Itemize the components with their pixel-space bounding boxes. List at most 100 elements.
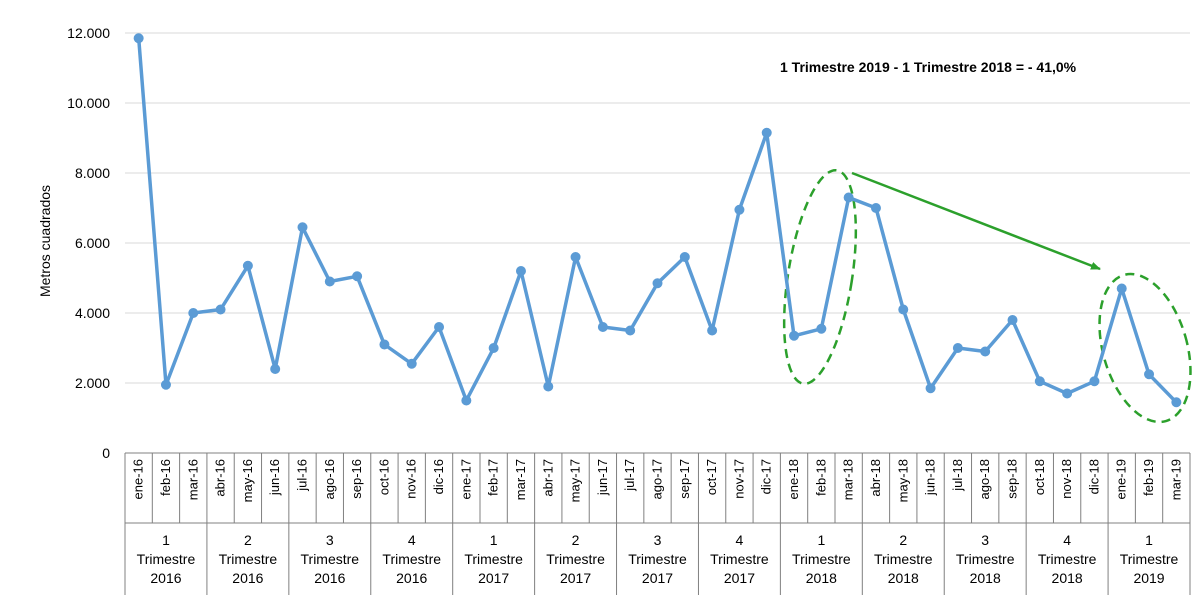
x-tick-label: ago-18 <box>977 459 992 499</box>
x-tick-label: oct-17 <box>704 459 719 495</box>
x-tick-label: feb-18 <box>813 459 828 496</box>
data-point <box>652 278 663 289</box>
x-tick-label: sep-17 <box>677 459 692 499</box>
data-point <box>215 304 226 315</box>
x-tick-label: oct-18 <box>1032 459 1047 495</box>
x-tick-label: ene-16 <box>131 459 146 499</box>
y-tick-label: 8.000 <box>75 165 110 181</box>
data-point <box>297 222 308 233</box>
x-tick-label: nov-18 <box>1059 459 1074 499</box>
quarter-label: 2019 <box>1133 570 1164 586</box>
quarter-label: 3 <box>654 532 662 548</box>
data-point <box>1062 388 1073 399</box>
data-point <box>188 308 199 318</box>
series-line-path <box>136 38 1178 404</box>
quarter-label: 4 <box>736 532 744 548</box>
x-tick-label: mar-19 <box>1168 459 1183 500</box>
data-point <box>406 358 417 369</box>
x-tick-label: jul-17 <box>622 459 637 492</box>
quarter-label: 2 <box>899 532 907 548</box>
y-tick-label: 2.000 <box>75 375 110 391</box>
data-point <box>789 330 800 341</box>
annotation-text: 1 Trimestre 2019 - 1 Trimestre 2018 = - … <box>780 59 1077 75</box>
x-tick-label: sep-16 <box>349 459 364 499</box>
quarter-label: Trimestre <box>628 551 687 567</box>
x-tick-label: ago-16 <box>322 459 337 499</box>
x-tick-label: may-17 <box>568 459 583 502</box>
quarter-label: 3 <box>981 532 989 548</box>
x-tick-label: ago-17 <box>650 459 665 499</box>
data-point <box>324 276 335 287</box>
x-tick-label: dic-18 <box>1086 459 1101 494</box>
highlight-ellipse-q1-2018 <box>782 168 858 386</box>
quarter-label: Trimestre <box>546 551 605 567</box>
x-tick-label: jun-16 <box>267 459 282 496</box>
x-tick-label: feb-17 <box>486 459 501 496</box>
quarter-label: Trimestre <box>382 551 441 567</box>
quarter-label: 2018 <box>888 570 919 586</box>
data-point <box>488 343 499 353</box>
x-tick-label: may-18 <box>895 459 910 502</box>
quarter-label: Trimestre <box>1120 551 1179 567</box>
x-tick-label: mar-18 <box>841 459 856 500</box>
quarter-label: 2017 <box>560 570 591 586</box>
data-point <box>1144 369 1155 380</box>
data-point <box>1089 376 1100 387</box>
quarter-label: 1 <box>162 532 170 548</box>
y-axis-label: Metros cuadrados <box>37 185 53 297</box>
quarter-label: 3 <box>326 532 334 548</box>
quarter-label: Trimestre <box>464 551 523 567</box>
x-tick-label: feb-16 <box>158 459 173 496</box>
data-point <box>980 346 991 357</box>
quarter-label: 2 <box>244 532 252 548</box>
y-tick-label: 12.000 <box>67 25 110 41</box>
data-point <box>707 325 718 336</box>
x-tick-label: feb-19 <box>1141 459 1156 496</box>
x-tick-label: oct-16 <box>376 459 391 495</box>
data-point <box>898 304 909 315</box>
x-tick-label: jul-18 <box>950 459 965 492</box>
data-point <box>925 383 936 394</box>
data-point <box>1116 283 1127 294</box>
y-tick-label: 4.000 <box>75 305 110 321</box>
quarter-label: 4 <box>1063 532 1071 548</box>
quarter-label: 2 <box>572 532 580 548</box>
x-tick-label: nov-16 <box>404 459 419 499</box>
quarter-label: 2018 <box>806 570 837 586</box>
data-point <box>625 325 636 336</box>
data-point <box>515 266 526 276</box>
series-line <box>133 33 1182 408</box>
data-point <box>270 364 281 374</box>
quarter-label: 2017 <box>642 570 673 586</box>
highlight-ellipse-q1-2019 <box>1098 272 1192 424</box>
data-point <box>543 381 554 392</box>
quarter-label: Trimestre <box>956 551 1015 567</box>
x-tick-label: dic-17 <box>759 459 774 494</box>
data-point <box>379 339 390 350</box>
y-tick-label: 10.000 <box>67 95 110 111</box>
quarter-label: 2017 <box>478 570 509 586</box>
quarter-label: 1 <box>490 532 498 548</box>
data-point <box>734 204 745 215</box>
x-tick-label: jun-17 <box>595 459 610 496</box>
x-tick-label: ene-18 <box>786 459 801 499</box>
x-axis: ene-16 feb-16 mar-16 abr-16 may-16 jun-16 jul-… <box>124 452 1191 595</box>
x-tick-label: ene-17 <box>458 459 473 499</box>
data-point <box>1171 397 1182 408</box>
data-point <box>570 252 581 262</box>
x-tick-label: nov-17 <box>731 459 746 499</box>
x-tick-label: mar-17 <box>513 459 528 500</box>
x-tick-label: abr-16 <box>213 459 228 497</box>
data-point <box>952 343 963 353</box>
quarter-label: 1 <box>817 532 825 548</box>
data-point <box>461 395 472 406</box>
quarter-label: 2018 <box>1052 570 1083 586</box>
quarter-label: 2016 <box>232 570 263 586</box>
data-point <box>870 203 881 213</box>
y-tick-label: 6.000 <box>75 235 110 251</box>
data-point <box>1007 315 1018 325</box>
x-tick-label: mar-16 <box>185 459 200 500</box>
data-point <box>597 322 608 332</box>
y-axis-ticks: 0 2.000 4.000 6.000 8.000 10.000 12.000 <box>67 25 110 461</box>
